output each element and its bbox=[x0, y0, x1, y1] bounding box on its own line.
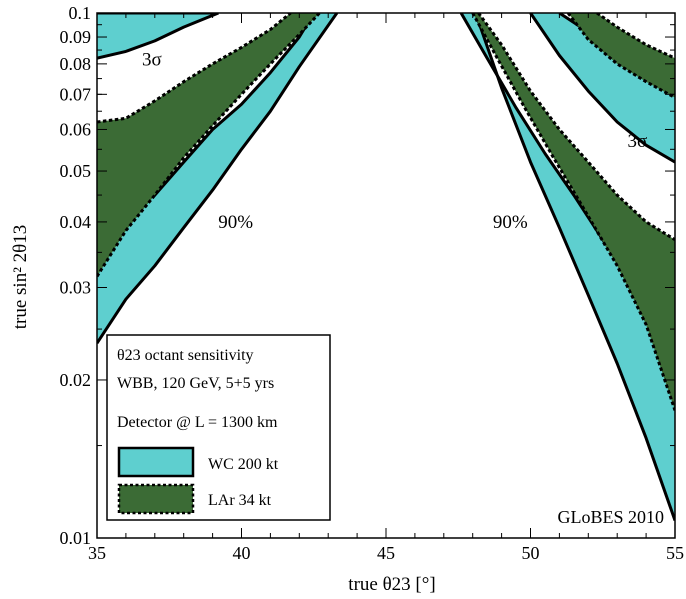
boundary-upper-lar-right-3sigma bbox=[596, 13, 675, 60]
annotation-0: 3σ bbox=[142, 50, 162, 71]
boundary-lower-wc-left-3sigma bbox=[97, 13, 219, 60]
boundary-lower-wc-right-3sigma bbox=[529, 13, 675, 164]
annotation-3: 90% bbox=[493, 212, 528, 233]
boundary-lower-lar-right-90 bbox=[471, 13, 675, 411]
y-tick-label: 0.08 bbox=[60, 54, 92, 74]
plot-axes: 35 40 45 50 55 0.01 0.02 0.03 0.04 0.05 0.06 0.07 0.… bbox=[60, 3, 685, 563]
x-tick-label: 55 bbox=[666, 543, 684, 563]
region-lar-left-90 bbox=[97, 13, 320, 277]
x-tick-label: 50 bbox=[522, 543, 540, 563]
boundary-lower-wc-right-90 bbox=[474, 13, 675, 521]
legend-label-lar: LAr 34 kt bbox=[208, 492, 272, 509]
globes-watermark: GLoBES 2010 bbox=[557, 507, 664, 527]
x-tick-label: 40 bbox=[233, 543, 251, 563]
x-axis-label: true θ23 [°] bbox=[348, 574, 435, 595]
boundary-lower-lar-left-90 bbox=[97, 13, 321, 278]
plot-annotations: 3σ 3σ 90% 90% bbox=[142, 50, 647, 233]
legend-swatch-wc bbox=[117, 446, 195, 478]
plot-regions bbox=[97, 13, 675, 521]
legend-line-1: WBB, 120 GeV, 5+5 yrs bbox=[117, 375, 274, 392]
x-tick-label: 35 bbox=[88, 543, 106, 563]
legend-box: θ23 octant sensitivity WBB, 120 GeV, 5+5… bbox=[106, 334, 331, 521]
legend-title: θ23 octant sensitivity bbox=[117, 347, 254, 364]
y-tick-label: 0.1 bbox=[69, 3, 92, 23]
x-tick-label: 45 bbox=[377, 543, 395, 563]
annotation-2: 90% bbox=[218, 212, 253, 233]
y-tick-label: 0.05 bbox=[60, 161, 92, 181]
y-tick-label: 0.09 bbox=[60, 27, 92, 47]
boundary-upper-lar-left-90 bbox=[97, 13, 292, 124]
boundary-upper-lar-right-90 bbox=[477, 13, 675, 241]
y-tick-label: 0.07 bbox=[60, 84, 92, 104]
region-wc-right-3sigma bbox=[530, 13, 675, 163]
y-tick-label: 0.06 bbox=[60, 119, 92, 139]
y-axis-label: true sin² 2θ13 bbox=[10, 225, 31, 330]
y-tick-label: 0.03 bbox=[60, 278, 92, 298]
y-tick-label: 0.02 bbox=[60, 370, 92, 390]
boundary-lower-wc-left-90 bbox=[97, 13, 339, 345]
y-tick-label: 0.01 bbox=[60, 528, 92, 548]
region-lar-right-3sigma bbox=[568, 13, 675, 98]
legend-line-2: Detector @ L = 1300 km bbox=[117, 414, 278, 431]
legend-label-wc: WC 200 kt bbox=[208, 456, 279, 473]
annotation-1: 3σ bbox=[628, 131, 648, 152]
y-tick-label: 0.04 bbox=[60, 212, 92, 232]
legend-swatch-lar bbox=[117, 483, 195, 515]
boundary-lower-lar-right-3sigma bbox=[566, 13, 675, 99]
